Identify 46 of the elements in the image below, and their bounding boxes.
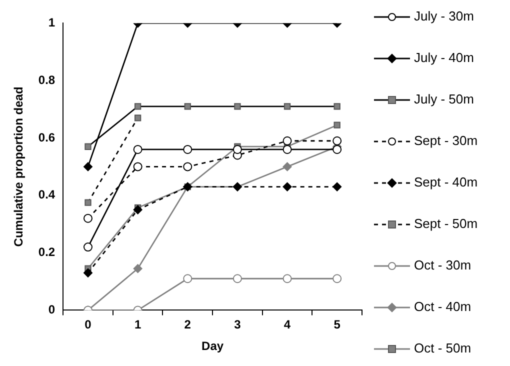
point [83, 162, 92, 172]
point [133, 205, 142, 214]
point [133, 162, 142, 172]
legend-label: July - 50m [414, 92, 474, 107]
point [183, 144, 192, 154]
legend-label: July - 30m [414, 8, 474, 24]
point [133, 144, 142, 154]
point [282, 144, 292, 154]
legend-label: Oct - 50m [414, 340, 472, 356]
point [282, 162, 292, 172]
y-tick-label: 0.6 [38, 130, 56, 144]
x-tick-label: 0 [84, 318, 92, 332]
legend-label: Sept - 30m [414, 133, 478, 148]
point [282, 136, 292, 146]
point [83, 242, 92, 252]
x-tick-label: 1 [134, 318, 142, 332]
point [232, 274, 242, 284]
legend-label: Oct - 40m [414, 299, 472, 314]
x-tick-label: 5 [334, 318, 341, 332]
legend-label: Sept - 40m [414, 174, 478, 190]
x-tick-label: 4 [284, 318, 291, 332]
point [282, 274, 292, 284]
x-tick-label: 3 [234, 318, 242, 332]
point [332, 144, 342, 154]
y-tick-label: 0.2 [38, 245, 56, 260]
y-tick-label: 0.4 [38, 188, 56, 202]
point [83, 214, 92, 223]
point [334, 122, 340, 128]
point [133, 264, 142, 274]
legend-label: Sept - 50m [414, 216, 478, 232]
point [332, 182, 342, 192]
point [332, 274, 342, 284]
point [183, 162, 192, 172]
y-tick-label: 0.8 [38, 72, 56, 87]
point [282, 182, 292, 192]
x-axis-title: Day [202, 339, 224, 354]
point [83, 268, 92, 278]
point [232, 144, 242, 154]
point [183, 274, 192, 284]
legend-label: July - 40m [414, 50, 474, 66]
y-tick-label: 1 [48, 16, 56, 30]
y-tick-label: 0 [48, 302, 56, 317]
y-axis-title: Cumulative proportion dead [12, 86, 26, 247]
point [332, 136, 342, 146]
legend-label: Oct - 30m [414, 258, 472, 273]
x-tick-label: 2 [184, 318, 192, 332]
